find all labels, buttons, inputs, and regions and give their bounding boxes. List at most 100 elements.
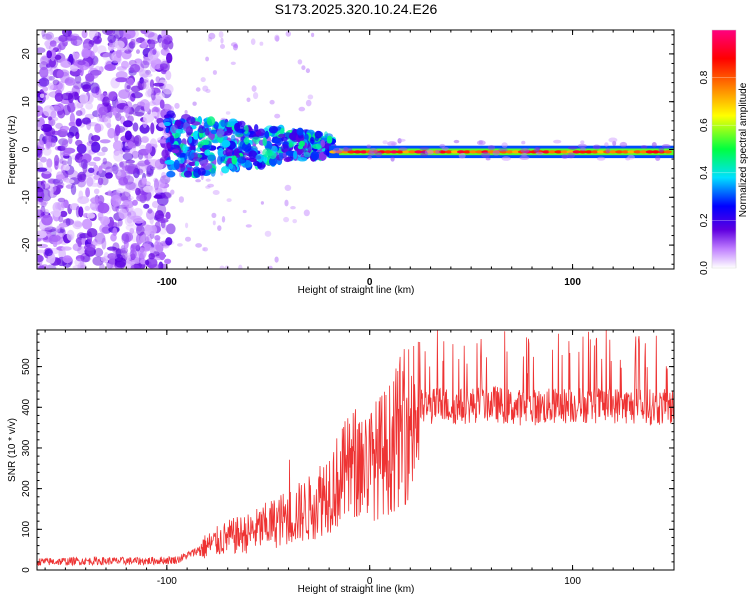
heatmap-ytick-label: 20: [21, 48, 32, 60]
heatmap-cluster-cell: [309, 136, 315, 145]
heatmap-faint-cell: [298, 106, 306, 112]
snr-ytick-label: 500: [21, 358, 32, 375]
heatmap-noise-cell: [57, 43, 62, 53]
heatmap-band-halo: [424, 149, 434, 155]
heatmap-noise-cell: [90, 69, 102, 76]
heatmap-cluster-cell: [185, 151, 195, 161]
heatmap-noise-cell: [84, 174, 96, 185]
heatmap-ytick-label: 10: [21, 96, 32, 108]
heatmap-band-halo: [553, 139, 562, 144]
heatmap-noise-cell: [149, 166, 156, 171]
heatmap-noise-cell: [157, 218, 169, 223]
heatmap-band-halo: [382, 140, 388, 145]
heatmap-noise-cell: [139, 77, 144, 84]
heatmap-band-halo: [567, 146, 578, 150]
snr-ytick-label: 200: [21, 480, 32, 497]
colorbar-ticks: 0.0 0.2 0.4 0.6 0.8: [699, 70, 736, 275]
heatmap-band-halo: [387, 141, 397, 147]
heatmap-cluster-cell: [206, 154, 217, 161]
heatmap-noise-cell: [53, 103, 65, 111]
heatmap-noise-cell: [60, 202, 66, 209]
heatmap-noise-cell: [162, 132, 171, 138]
heatmap-noise-cell: [102, 52, 114, 61]
heatmap-noise-cell: [145, 257, 158, 269]
heatmap-cluster-cell: [264, 130, 270, 139]
heatmap-faint-cell: [251, 85, 257, 92]
heatmap-noise-cell: [101, 237, 107, 250]
heatmap-cluster-cell: [175, 119, 182, 127]
heatmap-band-cell: [584, 150, 593, 154]
heatmap-noise-cell: [85, 73, 95, 82]
heatmap-cluster-cell: [285, 150, 296, 157]
heatmap-cluster-cell: [278, 152, 284, 160]
heatmap-faint-cell: [202, 85, 209, 92]
heatmap-noise-cell: [41, 214, 53, 226]
heatmap-cluster-cell: [228, 163, 234, 170]
heatmap-noise-cell: [48, 82, 54, 91]
heatmap-noise-cell: [42, 225, 53, 231]
heatmap-noise-cell: [39, 264, 45, 269]
heatmap-noise-cell: [113, 150, 125, 162]
heatmap-faint-cell: [311, 32, 315, 38]
heatmap-noise-cell: [80, 159, 88, 170]
heatmap-cluster-cell: [194, 161, 200, 167]
heatmap-cluster-cell: [248, 133, 254, 139]
heatmap-noise-cell: [101, 226, 111, 234]
heatmap-noise-cell: [66, 229, 75, 241]
heatmap-noise-cell: [151, 200, 160, 209]
heatmap-faint-cell: [264, 230, 272, 237]
colorbar-tick-label: 0.2: [699, 213, 710, 227]
heatmap-band-halo: [519, 155, 530, 160]
heatmap-noise-cell: [39, 93, 45, 99]
snr-xtick-label: 0: [367, 576, 373, 587]
heatmap-band-halo: [535, 151, 544, 156]
heatmap-noise-cell: [54, 154, 60, 166]
heatmap-band-halo: [390, 156, 395, 162]
heatmap-noise-cell: [101, 161, 113, 170]
heatmap-noise-cell: [37, 167, 48, 172]
heatmap-noise-cell: [62, 255, 73, 264]
heatmap-cluster-cell: [248, 150, 258, 159]
heatmap-band-halo: [658, 147, 664, 153]
heatmap-noise-cell: [140, 258, 147, 265]
snr-xtick-label: 100: [564, 576, 581, 587]
heatmap-noise-cell: [126, 85, 131, 90]
heatmap-noise-cell: [157, 34, 163, 44]
heatmap-noise-cell: [124, 130, 132, 141]
heatmap-noise-cell: [45, 31, 54, 41]
heatmap-noise-cell: [161, 191, 172, 199]
heatmap-noise-cell: [98, 165, 103, 174]
heatmap-noise-cell: [125, 224, 137, 231]
heatmap-cluster-cell: [169, 135, 175, 144]
heatmap-faint-cell: [208, 32, 216, 40]
heatmap-cluster-cell: [188, 136, 193, 144]
heatmap-noise-cell: [118, 89, 130, 99]
heatmap-noise-cell: [56, 184, 64, 189]
heatmap-noise-cell: [46, 158, 53, 169]
heatmap-faint-cell: [260, 201, 264, 205]
heatmap-noise-cell: [79, 93, 89, 105]
heatmap-noise-cell: [37, 249, 46, 254]
snr-ytick-label: 300: [21, 439, 32, 456]
heatmap-noise-cell: [61, 92, 73, 101]
heatmap-noise-cell: [145, 69, 152, 75]
heatmap-noise-cell: [154, 235, 161, 241]
heatmap-noise-cell: [75, 205, 81, 218]
heatmap-noise-cell: [69, 203, 80, 211]
heatmap-faint-cell: [301, 65, 306, 71]
heatmap-faint-cell: [246, 97, 251, 103]
heatmap-faint-cell: [178, 196, 184, 203]
heatmap-cluster-cell: [204, 127, 210, 136]
heatmap-cluster-cell: [243, 136, 250, 145]
heatmap-faint-cell: [253, 92, 259, 100]
heatmap-noise-cell: [74, 221, 83, 228]
heatmap-noise-cell: [104, 64, 116, 71]
heatmap-faint-cell: [297, 59, 303, 65]
heatmap-cluster-cell: [251, 136, 261, 142]
heatmap-noise-cell: [56, 225, 61, 233]
heatmap-band-cell: [597, 150, 605, 154]
heatmap-noise-cell: [42, 147, 52, 156]
heatmap-band-halo: [480, 152, 491, 158]
heatmap-noise-cell: [147, 32, 159, 41]
heatmap-band-halo: [521, 140, 526, 145]
